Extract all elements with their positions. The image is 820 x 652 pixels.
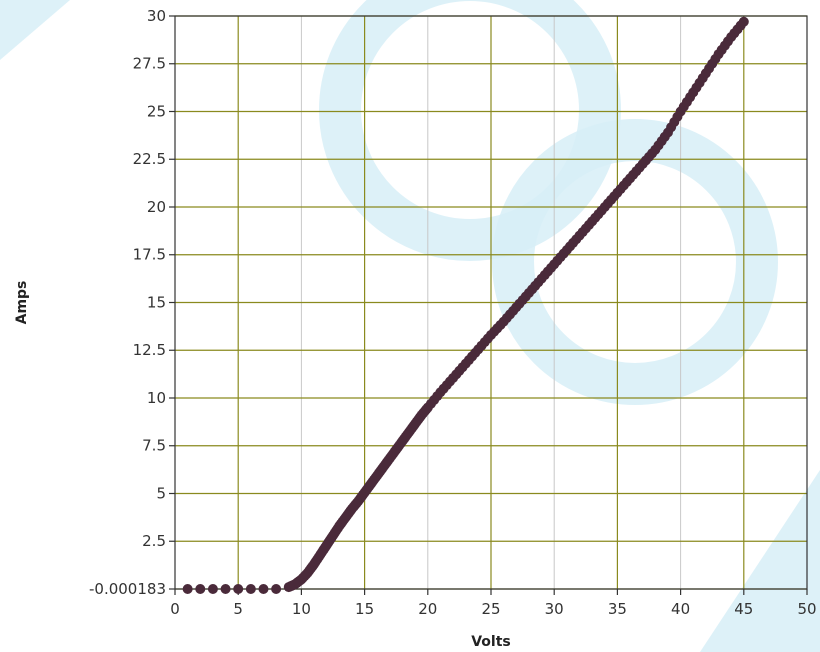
x-tick-label: 10 [292, 600, 311, 618]
y-tick-label: 30 [147, 7, 166, 25]
x-tick-label: 20 [418, 600, 437, 618]
data-point [195, 583, 206, 594]
axis-ticks [169, 15, 808, 595]
y-tick-label: -0.000183 [89, 580, 166, 598]
y-tick-label: 2.5 [142, 532, 166, 550]
x-tick-label: 15 [355, 600, 374, 618]
x-tick-label: 35 [608, 600, 627, 618]
data-points [182, 16, 749, 594]
y-axis-title: Amps [14, 281, 30, 325]
x-tick-label: 5 [233, 600, 243, 618]
x-tick-label: 45 [734, 600, 753, 618]
data-point [220, 583, 231, 594]
y-tick-label: 12.5 [133, 341, 166, 359]
watermark-ring-right [492, 119, 778, 405]
data-point [245, 583, 256, 594]
x-tick-label: 25 [481, 600, 500, 618]
data-point [233, 583, 244, 594]
y-tick-labels: -0.000183 2.5 5 7.5 10 12.5 15 17.5 20 22.5 25 27.5… [89, 7, 166, 598]
data-point [271, 583, 282, 594]
y-tick-label: 20 [147, 198, 166, 216]
x-tick-label: 0 [170, 600, 180, 618]
y-tick-label: 10 [147, 389, 166, 407]
major-gridlines [175, 15, 807, 590]
data-point [738, 16, 749, 27]
data-point [182, 583, 193, 594]
x-tick-label: 30 [545, 600, 564, 618]
x-tick-label: 40 [671, 600, 690, 618]
y-tick-label: 22.5 [133, 150, 166, 168]
watermark-ring-top [319, 0, 621, 261]
y-tick-label: 7.5 [142, 437, 166, 455]
data-point [207, 583, 218, 594]
x-tick-labels: 0 5 10 15 20 25 30 35 40 45 50 [170, 600, 816, 618]
y-tick-label: 5 [156, 484, 166, 502]
watermark-corner [0, 0, 70, 60]
y-tick-label: 17.5 [133, 246, 166, 264]
y-tick-label: 15 [147, 293, 166, 311]
x-tick-label: 50 [797, 600, 816, 618]
watermark-wedge [700, 470, 820, 652]
y-tick-label: 25 [147, 102, 166, 120]
x-axis-title: Volts [471, 634, 511, 650]
y-tick-label: 27.5 [133, 55, 166, 73]
data-point [258, 583, 269, 594]
